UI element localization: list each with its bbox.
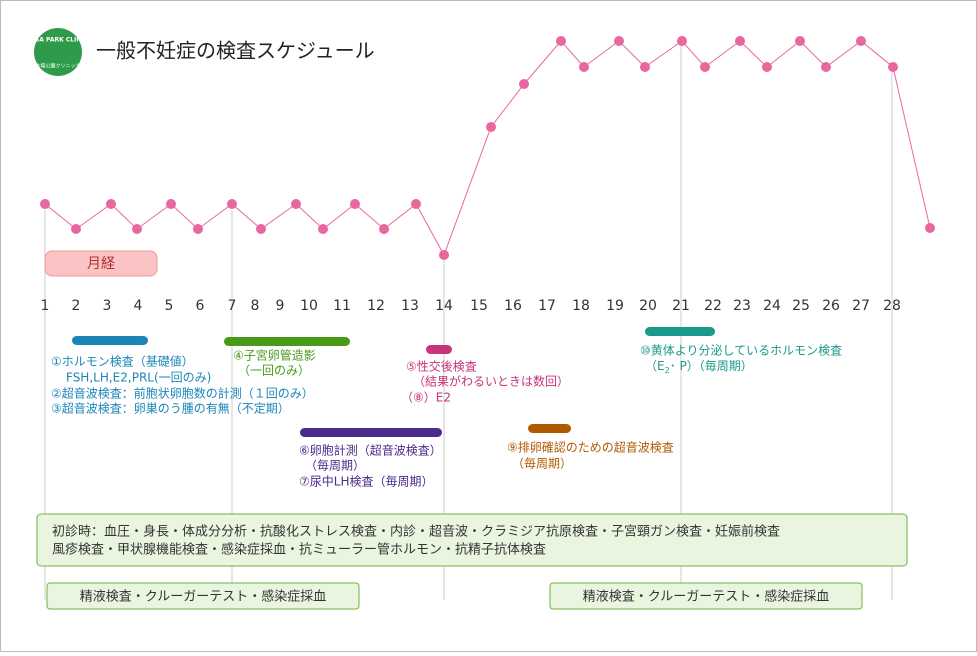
curve-point [350,199,360,209]
semen-box [46,582,360,610]
day-label: 6 [196,298,205,314]
logo-name: KISA PARK CLINIC [28,37,88,44]
test-text-part: 2 [665,366,670,375]
curve-point [821,62,831,72]
curve-point [106,199,116,209]
temperature-curve [40,36,935,260]
test-bar [528,424,571,433]
day-label: 20 [639,298,657,314]
curve-point [166,199,176,209]
test-bar [300,428,442,437]
day-label: 9 [276,298,285,314]
curve-point [439,250,449,260]
test-text-part: （E [645,359,665,373]
test-text: （毎周期） [305,458,365,473]
menstruation-label: 月経 [87,256,115,272]
test-text: ⑤性交後検査 [406,359,477,374]
test-text: ⑨排卵確認のための超音波検査 [507,440,674,455]
curve-point [486,122,496,132]
logo-sub: 木場公園クリニック [35,63,80,70]
day-label: 16 [504,298,522,314]
test-bar [426,345,452,354]
day-label: 25 [792,298,810,314]
test-text: （結果がわるいときは数回） [413,374,569,389]
curve-point [227,199,237,209]
first-visit-text: 初診時：血圧・身長・体成分分析・抗酸化ストレス検査・内診・超音波・クラミジア抗原… [52,524,780,540]
semen-text: 精液検査・クルーガーテスト・感染症採血 [583,589,830,605]
semen-text: 精液検査・クルーガーテスト・感染症採血 [80,589,327,605]
curve-point [640,62,650,72]
day-label: 22 [704,298,722,314]
test-bar [645,327,715,336]
test-text: ⑥卵胞計測（超音波検査） [299,443,442,458]
day-label: 3 [103,298,112,314]
day-label: 28 [883,298,901,314]
curve-point [856,36,866,46]
curve-point [677,36,687,46]
day-label: 27 [852,298,870,314]
day-label: 4 [134,298,143,314]
test-text: ②超音波検査：前胞状卵胞数の計測（１回のみ） [51,386,314,401]
curve-point [40,199,50,209]
curve-point [925,223,935,233]
test-text: ④子宮卵管造影 [233,348,316,363]
test-text: ⑦尿中LH検査（毎周期） [299,474,433,489]
day-label: 17 [538,298,556,314]
test-text-part: ･ P）（毎周期） [670,358,753,373]
curve-point [256,224,266,234]
day-label: 11 [333,298,351,314]
curve-point [193,224,203,234]
day-label: 24 [763,298,781,314]
curve-point [318,224,328,234]
test-text: FSH,LH,E2,PRL(一回のみ) [66,371,211,385]
test-text: （⑧）E2 [401,391,451,405]
test-text: ⑩黄体より分泌しているホルモン検査 [640,344,842,358]
test-bar [72,336,148,345]
test-text: ③超音波検査：卵巣のう腫の有無（不定期） [51,401,290,416]
test-text: （E2･ P）（毎周期） [645,358,753,375]
day-label: 8 [251,298,260,314]
curve-point [411,199,421,209]
day-label: 7 [228,298,237,314]
day-label: 1 [41,298,50,314]
curve-point [556,36,566,46]
test-text: ①ホルモン検査（基礎値） [51,354,194,369]
curve-point [132,224,142,234]
day-label: 18 [572,298,590,314]
curve-point [291,199,301,209]
day-label: 5 [165,298,174,314]
semen-box [549,582,863,610]
curve-point [795,36,805,46]
title: 一般不妊症の検査スケジュール [96,39,375,63]
day-label: 2 [72,298,81,314]
day-label: 13 [401,298,419,314]
day-label: 26 [822,298,840,314]
curve-point [519,79,529,89]
day-label: 15 [470,298,488,314]
curve-point [762,62,772,72]
curve-point [700,62,710,72]
first-visit-text: 風疹検査・甲状腺機能検査・感染症採血・抗ミューラー管ホルモン・抗精子抗体検査 [52,542,546,558]
first-visit-box [36,513,908,567]
test-bar [224,337,350,346]
logo-circle [34,28,82,76]
day-label: 19 [606,298,624,314]
curve-point [888,62,898,72]
curve-point [579,62,589,72]
day-label: 14 [435,298,453,314]
menstruation-box [44,250,158,277]
curve-point [379,224,389,234]
day-label: 21 [672,298,690,314]
day-label: 23 [733,298,751,314]
curve-point [71,224,81,234]
test-text: （一回のみ） [238,364,310,378]
curve-point [735,36,745,46]
day-label: 10 [300,298,318,314]
test-text: （毎周期） [512,456,572,471]
day-label: 12 [367,298,385,314]
curve-point [614,36,624,46]
